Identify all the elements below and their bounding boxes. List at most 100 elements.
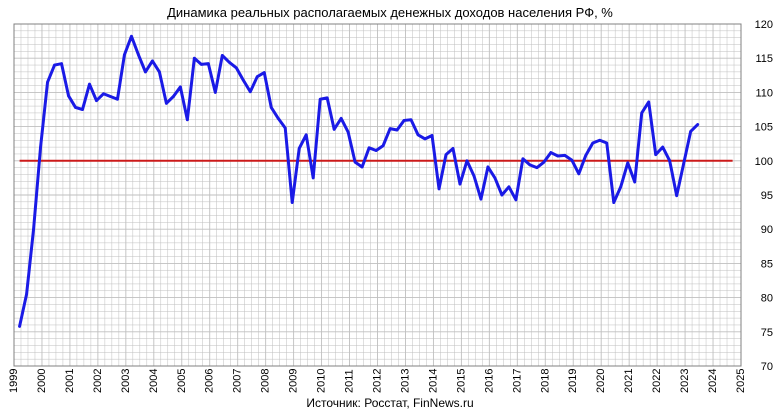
data-point (437, 187, 441, 191)
data-point (353, 160, 357, 164)
data-point (591, 141, 595, 145)
data-point (388, 127, 392, 130)
data-point (200, 63, 203, 66)
data-point (102, 92, 105, 96)
x-tick-label: 2005 (176, 369, 188, 393)
x-tick-label: 2006 (204, 369, 216, 393)
data-point (88, 82, 91, 86)
data-point (668, 159, 671, 163)
data-point (458, 182, 462, 186)
data-point (584, 154, 588, 157)
series-group (18, 34, 700, 328)
chart-title: Динамика реальных располагаемых денежных… (167, 5, 613, 20)
data-point (661, 145, 665, 149)
data-point (172, 95, 175, 98)
y-axis-ticks: 70 75 80 85 90 95 100 105 110 115 120 (755, 19, 773, 373)
data-point (395, 128, 399, 132)
data-point (297, 147, 301, 150)
data-point (325, 96, 329, 100)
data-point (214, 91, 217, 94)
x-tick-label: 2019 (567, 369, 579, 393)
data-point (409, 118, 413, 122)
data-point (116, 97, 119, 101)
data-point (311, 176, 315, 180)
data-point (514, 198, 518, 202)
data-point (542, 160, 546, 164)
data-point (598, 138, 602, 142)
y-tick-label: 90 (761, 224, 773, 236)
data-point (430, 134, 434, 137)
data-point (479, 197, 483, 201)
data-point (165, 102, 168, 105)
data-point (682, 162, 685, 165)
data-point (360, 165, 364, 169)
data-point (374, 149, 378, 152)
data-point (556, 154, 560, 158)
y-tick-label: 95 (761, 190, 773, 202)
x-tick-label: 2013 (399, 369, 411, 393)
data-point (144, 70, 147, 74)
data-point (179, 85, 182, 89)
x-tick-label: 2009 (288, 369, 300, 393)
data-point (339, 117, 343, 120)
data-point (60, 62, 63, 65)
data-point (25, 292, 28, 296)
data-point (130, 35, 133, 38)
x-tick-label: 2011 (344, 369, 356, 393)
data-point (549, 151, 553, 154)
data-point (521, 157, 525, 161)
series-line-0 (18, 34, 700, 328)
source-note: Источник: Росстат, FinNews.ru (306, 396, 473, 410)
x-tick-label: 2008 (260, 369, 272, 393)
data-point (612, 201, 616, 204)
x-tick-label: 2018 (539, 369, 551, 393)
x-tick-label: 2015 (455, 369, 467, 393)
data-point (18, 325, 21, 328)
y-tick-label: 75 (761, 327, 773, 339)
x-axis-ticks: 1999 2000 2001 2002 2003 2004 2005 2006 2007 2008… (8, 369, 747, 393)
x-tick-label: 2020 (595, 369, 607, 393)
x-tick-label: 2025 (735, 369, 747, 393)
data-point (158, 70, 161, 74)
data-point (535, 166, 539, 169)
data-point (332, 128, 336, 131)
data-point (304, 133, 308, 137)
data-point (465, 159, 469, 163)
data-point (696, 123, 699, 126)
x-tick-label: 2003 (120, 369, 132, 393)
x-tick-label: 2002 (92, 369, 104, 393)
y-tick-label: 120 (755, 19, 773, 31)
data-point (381, 144, 385, 148)
data-point (109, 95, 112, 98)
data-point (207, 62, 210, 65)
data-point (507, 185, 511, 189)
data-point (675, 194, 678, 197)
y-tick-label: 80 (761, 293, 773, 305)
data-point (619, 185, 623, 189)
data-point (123, 53, 126, 57)
x-tick-label: 2004 (148, 369, 160, 393)
data-point (269, 106, 273, 109)
data-point (577, 172, 581, 176)
y-tick-label: 105 (755, 122, 773, 134)
y-tick-label: 115 (755, 53, 773, 65)
x-tick-label: 2024 (707, 369, 719, 393)
data-point (228, 61, 231, 64)
x-tick-label: 2010 (316, 369, 328, 393)
data-point (193, 56, 196, 60)
data-point (570, 158, 574, 162)
data-point (67, 94, 70, 98)
data-point (248, 90, 252, 94)
data-point (528, 163, 532, 167)
data-point (647, 100, 651, 104)
x-tick-label: 2007 (232, 369, 244, 393)
data-point (283, 126, 287, 130)
y-tick-label: 110 (755, 87, 773, 99)
data-point (486, 165, 490, 169)
data-point (500, 193, 504, 197)
data-point (53, 63, 56, 67)
x-tick-label: 2001 (64, 369, 76, 393)
data-point (221, 54, 224, 57)
